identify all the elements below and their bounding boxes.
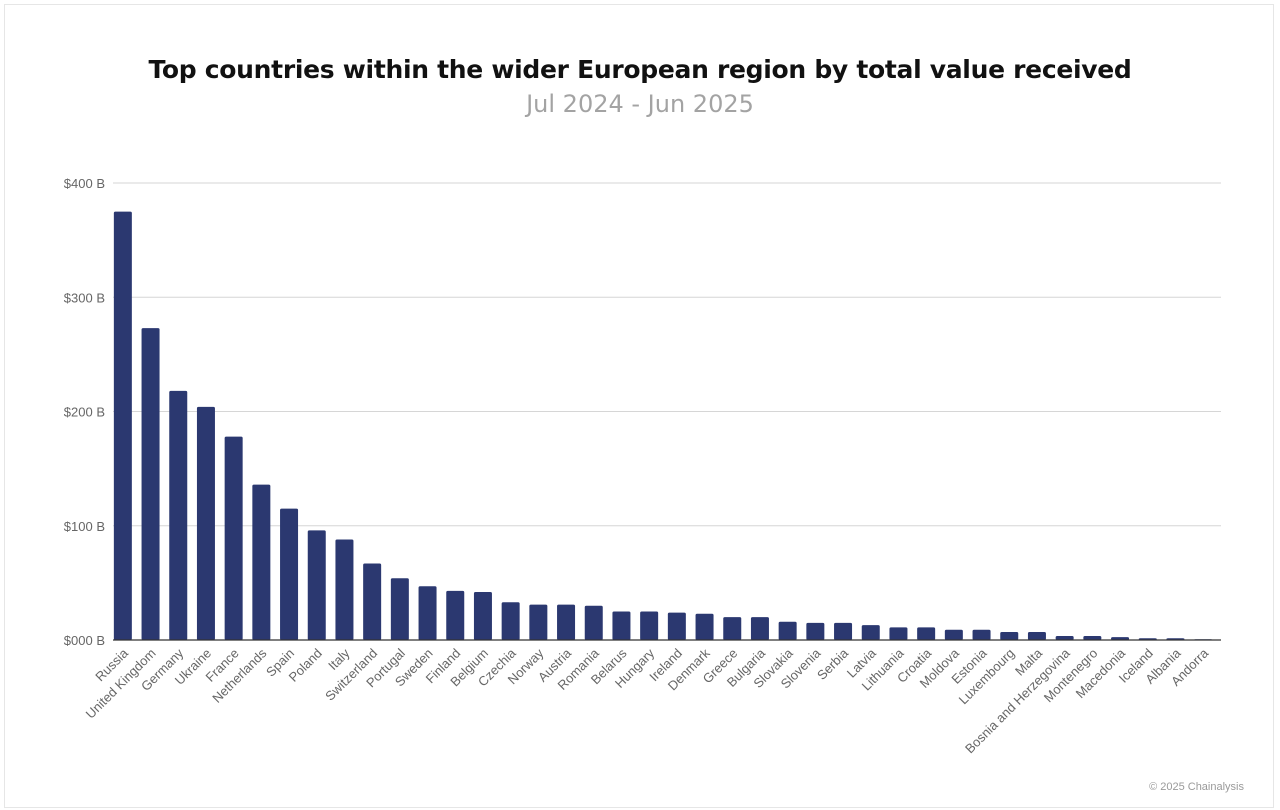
chart-subtitle: Jul 2024 - Jun 2025: [526, 90, 754, 118]
bar: [806, 622, 825, 640]
bar: [529, 604, 548, 640]
y-tick-label: $200 B: [64, 405, 105, 420]
bar: [834, 622, 853, 640]
bar: [307, 530, 326, 640]
bar: [889, 627, 908, 640]
bar: [390, 578, 409, 640]
bar: [196, 406, 215, 640]
bar: [1027, 632, 1046, 640]
y-tick-label: $000 B: [64, 633, 105, 648]
bar: [252, 484, 271, 640]
bar: [473, 592, 492, 640]
bar: [1000, 632, 1019, 640]
bar: [224, 436, 243, 640]
bar: [557, 604, 576, 640]
bar: [280, 508, 299, 640]
bar: [723, 617, 742, 640]
chart-frame: [4, 4, 1274, 808]
y-tick-label: $300 B: [64, 290, 105, 305]
bar: [667, 612, 686, 640]
bar: [418, 586, 437, 640]
bar: [113, 211, 132, 640]
bar: [972, 629, 991, 640]
bar: [750, 617, 769, 640]
bar: [612, 611, 631, 640]
bar: [584, 605, 603, 640]
x-tick-label: Serbia: [814, 645, 852, 683]
bar: [141, 328, 160, 640]
copyright-credit: © 2025 Chainalysis: [1149, 781, 1244, 793]
bar: [778, 621, 797, 640]
bar: [169, 390, 188, 640]
y-tick-label: $400 B: [64, 176, 105, 191]
chart-title: Top countries within the wider European …: [148, 55, 1132, 84]
bar: [1055, 636, 1074, 640]
bar: [695, 613, 714, 640]
bar: [363, 563, 382, 640]
bar: [640, 611, 659, 640]
bar: [861, 625, 880, 640]
bar: [1111, 637, 1130, 640]
bar: [501, 602, 520, 640]
bar: [1083, 636, 1102, 640]
bar: [446, 590, 465, 640]
bar: [944, 629, 963, 640]
y-tick-label: $100 B: [64, 519, 105, 534]
bar: [335, 539, 354, 640]
bar: [917, 627, 936, 640]
